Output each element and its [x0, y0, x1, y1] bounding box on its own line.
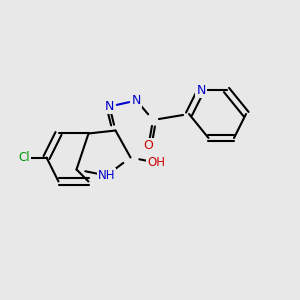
Text: N: N [132, 94, 141, 107]
Text: O: O [144, 139, 153, 152]
Text: NH: NH [98, 169, 115, 182]
Text: N: N [105, 100, 114, 113]
Text: OH: OH [147, 156, 165, 169]
Text: N: N [196, 83, 206, 97]
Text: Cl: Cl [18, 151, 30, 164]
